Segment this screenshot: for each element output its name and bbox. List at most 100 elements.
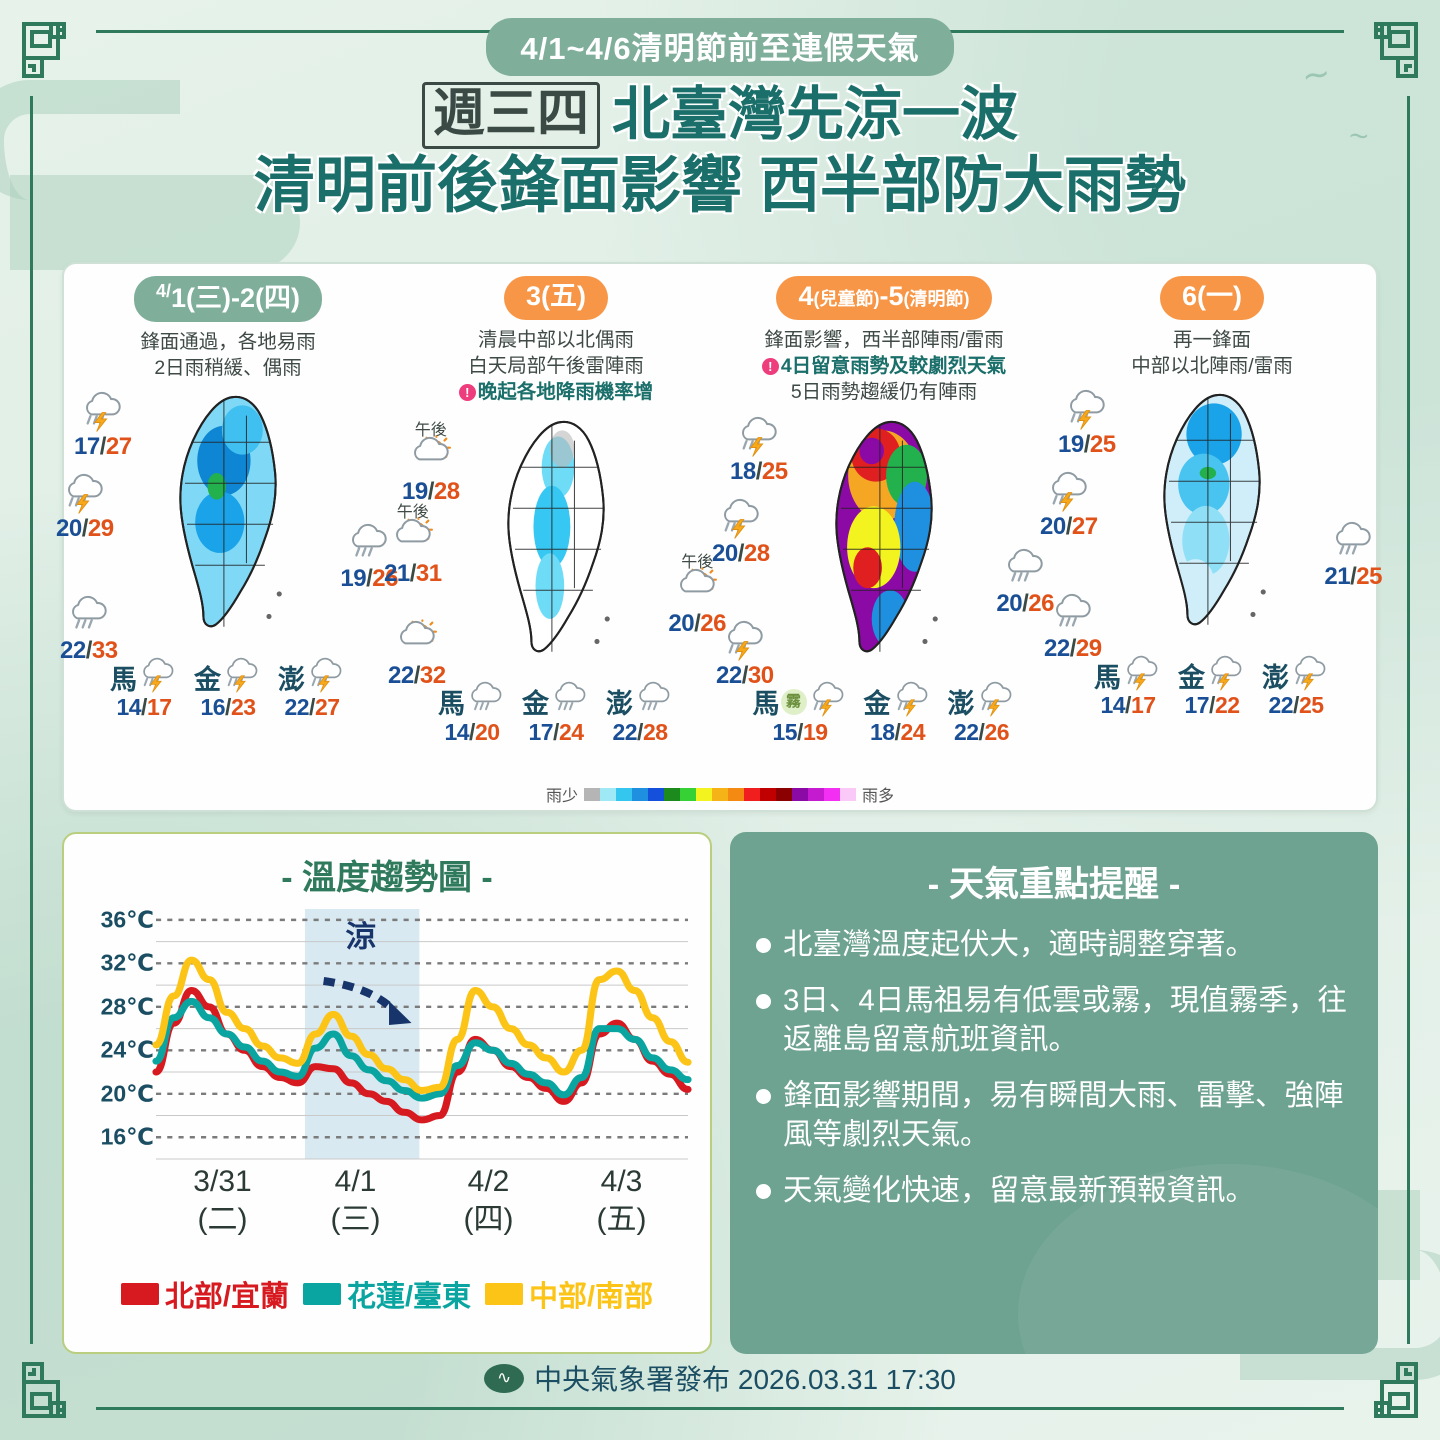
headline-row-1: 週三四 北臺灣先涼一波 (0, 82, 1440, 150)
temp-range: 20/26 (668, 609, 726, 637)
legend-item: 花蓮/臺東 (302, 1273, 471, 1315)
temp-tag-w: 20/29 (56, 473, 114, 543)
rain-cloud-icon (550, 681, 590, 722)
island-forecast-金: 金 18/24 (864, 682, 932, 746)
weather-tips-card: - 天氣重點提醒 - 北臺灣溫度起伏大，適時調整穿著。 3日、4日馬祖易有低雲或霧… (730, 832, 1378, 1354)
day-badge[interactable]: 3(五) (504, 276, 608, 320)
temp-range: 19/28 (402, 477, 460, 505)
island-temp-range: 14/17 (1100, 692, 1156, 719)
island-forecast-澎: 澎 22/25 (1262, 655, 1330, 719)
temp-range: 21/31 (384, 559, 442, 587)
corner-ornament-icon (22, 22, 66, 78)
tip-text: 3日、4日馬祖易有低雲或霧，現值霧季，往返離島留意航班資訊。 (783, 983, 1347, 1057)
day-description: 鋒面影響，西半部陣雨/雷雨! 4日留意雨勢及較劇烈天氣 5日雨勢趨緩仍有陣雨 (720, 327, 1048, 406)
footer-text: 中央氣象署發布 2026.03.31 17:30 (534, 1364, 956, 1395)
day-desc-line: 清晨中部以北偶雨 (477, 328, 634, 351)
x-tick-weekday: (五) (596, 1202, 647, 1236)
day-badge[interactable]: 4(兒童節)-5(清明節) (776, 276, 992, 320)
sun-to-storm-icon (384, 517, 442, 560)
island-top: 馬 (438, 682, 506, 722)
tip-text: 鋒面影響期間，易有瞬間大雨、雷擊、強陣風等劇烈天氣。 (783, 1078, 1344, 1152)
island-forecast-金: 金 16/23 (194, 657, 262, 721)
island-forecast-馬: 馬 14/20 (438, 682, 506, 746)
day-map-area: 19/25 20/27 21/25 22/29 (1040, 385, 1382, 662)
chart-title: - 溫度趨勢圖 - (281, 859, 493, 897)
island-name: 金 (863, 689, 891, 720)
bullet-icon (756, 938, 771, 953)
island-forecast-馬: 馬 14/17 (110, 657, 178, 721)
frame-line-bottom (96, 1407, 1344, 1410)
thunderstorm-icon (712, 498, 770, 540)
island-top: 馬 (110, 657, 178, 697)
tips-title: - 天氣重點提醒 - (927, 865, 1181, 904)
chart-legend: 北部/宜蘭 花蓮/臺東 中部/南部 (72, 1273, 702, 1315)
frame-line-left (30, 96, 33, 1344)
day-desc-line: 白天局部午後雷陣雨 (468, 355, 644, 378)
legend-label: 北部/宜蘭 (164, 1281, 289, 1313)
tip-text: 天氣變化快速，留意最新預報資訊。 (783, 1173, 1256, 1207)
legend-swatch (485, 1283, 524, 1305)
thunderstorm-icon (74, 391, 132, 433)
temp-range: 20/26 (996, 589, 1054, 617)
corner-ornament-icon (22, 1362, 66, 1418)
header-pill-title: 4/1~4/6清明節前至連假天氣 (486, 18, 954, 76)
day-badge[interactable]: 4/1(三)-2(四) (133, 276, 322, 322)
day-badge-wrap: 4(兒童節)-5(清明節) (720, 276, 1048, 320)
island-name: 澎 (947, 689, 975, 720)
rain-cloud-icon (634, 681, 674, 722)
island-temp-range: 16/23 (200, 694, 256, 721)
header: 4/1~4/6清明節前至連假天氣 週三四 北臺灣先涼一波 清明前後鋒面影響 西半部… (0, 18, 1440, 220)
headline-line-2: 清明前後鋒面影響 西半部防大雨勢 (254, 151, 1186, 220)
island-name: 馬 (438, 689, 465, 720)
y-tick-label: 20℃ (100, 1080, 154, 1107)
island-top: 金 (194, 657, 262, 697)
temp-tag-e: 午後 20/26 (668, 548, 726, 638)
day-desc-line: 5日雨勢趨緩仍有陣雨 (790, 381, 978, 404)
island-top: 澎 (1262, 655, 1330, 695)
afternoon-label: 午後 (396, 503, 429, 521)
tip-item: 北臺灣溫度起伏大，適時調整穿著。 (756, 925, 1352, 965)
footer: ∿ 中央氣象署發布 2026.03.31 17:30 (0, 1358, 1440, 1398)
tip-item: 3日、4日馬祖易有低雲或霧，現值霧季，往返離島留意航班資訊。 (756, 981, 1352, 1060)
alert-icon: ! (458, 384, 476, 402)
temp-tag-n: 17/27 (74, 391, 132, 461)
temp-range: 22/30 (716, 661, 774, 689)
legend-item: 中部/南部 (485, 1273, 653, 1315)
bullet-icon (756, 993, 771, 1009)
rain-cloud-icon (466, 681, 506, 722)
island-forecast-row: 馬 14/17 金 16/23 澎 22/27 (64, 657, 392, 721)
rain-intensity-legend: 雨少 雨多 (64, 782, 1376, 806)
y-tick-label: 24℃ (100, 1036, 154, 1063)
temp-tag-s: 22/29 (1044, 593, 1102, 663)
island-name: 金 (194, 664, 221, 695)
island-temp-range: 14/20 (444, 718, 500, 745)
forecast-day-column-1: 4/1(三)-2(四) 鋒面通過，各地易雨 2日雨稍緩、偶雨 17/27 (56, 264, 398, 810)
temp-range: 20/28 (712, 539, 770, 567)
legend-label: 中部/南部 (529, 1281, 654, 1313)
rain-legend-more: 雨多 (862, 788, 895, 805)
island-temp-range: 18/24 (869, 718, 926, 745)
island-forecast-金: 金 17/24 (522, 682, 590, 746)
tip-item: 天氣變化快速，留意最新預報資訊。 (756, 1171, 1352, 1211)
sun-to-storm-icon (402, 435, 460, 478)
temp-tag-e: 19/26 (340, 523, 398, 593)
x-tick-weekday: (四) (463, 1202, 514, 1236)
rain-cloud-icon (340, 523, 398, 565)
temp-tag-s: 22/33 (60, 595, 118, 665)
day-badge[interactable]: 6(一) (1160, 276, 1264, 320)
chart-y-axis: 36℃ 32℃ 28℃ 24℃ 20℃ 16℃ (78, 906, 154, 1159)
island-name: 澎 (278, 664, 305, 695)
island-top: 澎 (948, 682, 1016, 722)
svg-text:涼: 涼 (345, 920, 376, 954)
island-top: 澎 (606, 682, 674, 722)
island-top: 金 (864, 682, 932, 722)
cwa-logo-icon: ∿ (484, 1363, 525, 1393)
temp-tag-e: 20/26 (996, 548, 1054, 618)
rain-legend-less: 雨少 (545, 788, 578, 805)
thunderstorm-icon (306, 657, 346, 698)
taiwan-rain-map (1163, 394, 1266, 626)
island-name: 馬 (752, 689, 780, 720)
island-temp-range: 15/19 (772, 718, 828, 745)
temp-tag-n: 午後 19/28 (402, 416, 460, 506)
thunderstorm-icon (222, 657, 262, 698)
